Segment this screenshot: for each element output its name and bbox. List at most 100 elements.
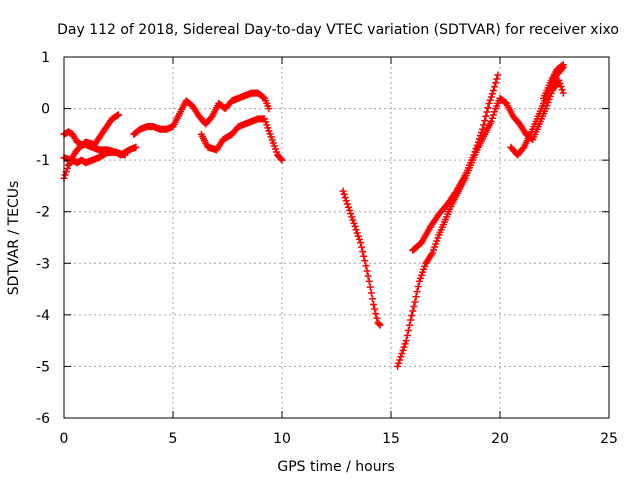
data-point (488, 90, 496, 98)
data-point (492, 79, 500, 87)
y-tick-label: -5 (36, 359, 50, 375)
grid (64, 57, 609, 418)
data-point (414, 282, 422, 290)
data-point (354, 232, 362, 240)
data-point (346, 206, 354, 214)
data-point (411, 298, 419, 306)
data-point (472, 145, 480, 153)
data-point (396, 356, 404, 364)
data-point (479, 125, 487, 133)
data-point (115, 111, 122, 119)
data-point (277, 155, 285, 163)
data-points (60, 61, 567, 370)
data-point (373, 314, 381, 322)
data-point (375, 320, 383, 328)
data-point (132, 143, 140, 151)
data-point (413, 288, 421, 296)
data-track (522, 76, 567, 144)
data-point (474, 138, 482, 146)
data-point (339, 187, 347, 195)
y-tick-label: -2 (36, 205, 50, 221)
data-point (366, 283, 374, 291)
data-point (353, 229, 361, 237)
data-track (540, 61, 567, 102)
data-point (481, 117, 489, 125)
data-point (484, 104, 492, 112)
y-tick-label: -3 (36, 256, 50, 272)
data-track (394, 94, 530, 370)
data-point (403, 331, 411, 339)
y-tick-label: -4 (36, 308, 50, 324)
data-point (473, 141, 481, 149)
data-point (265, 105, 273, 113)
data-point (494, 71, 502, 79)
y-axis-label: SDTVAR / TECUs (6, 181, 22, 296)
data-point (480, 121, 488, 129)
data-point (63, 165, 71, 173)
data-point (368, 295, 376, 303)
data-point (359, 248, 367, 256)
data-point (487, 93, 495, 101)
data-track (130, 89, 273, 138)
data-point (347, 210, 355, 218)
data-point (343, 200, 351, 208)
x-tick-label: 15 (382, 431, 400, 447)
data-point (559, 61, 567, 69)
data-track (339, 187, 384, 329)
data-point (399, 346, 407, 354)
data-point (362, 262, 370, 270)
data-point (407, 316, 415, 324)
chart-title: Day 112 of 2018, Sidereal Day-to-day VTE… (57, 22, 619, 38)
data-track (197, 115, 286, 164)
data-point (364, 272, 372, 280)
data-point (350, 219, 358, 227)
data-point (342, 197, 350, 205)
data-track (507, 63, 567, 159)
data-point (358, 243, 366, 251)
data-point (471, 148, 479, 156)
data-point (340, 190, 348, 198)
x-axis-label: GPS time / hours (277, 459, 394, 475)
data-point (470, 151, 478, 159)
data-point (397, 353, 405, 361)
x-tick-label: 0 (60, 431, 69, 447)
data-point (367, 289, 375, 297)
data-point (371, 305, 379, 313)
data-point (555, 76, 563, 84)
data-point (476, 132, 484, 140)
data-point (398, 350, 406, 358)
data-point (482, 112, 490, 120)
data-point (483, 108, 491, 116)
data-point (558, 62, 566, 70)
data-point (344, 203, 352, 211)
data-point (487, 117, 495, 125)
data-point (477, 128, 485, 136)
data-point (559, 89, 567, 97)
data-point (486, 96, 494, 104)
data-point (376, 321, 384, 329)
x-tick-label: 20 (491, 431, 509, 447)
y-tick-label: -1 (36, 153, 50, 169)
y-tick-label: 0 (41, 102, 50, 118)
data-point (402, 337, 410, 345)
data-point (360, 252, 368, 260)
data-point (278, 156, 286, 164)
data-point (61, 171, 69, 179)
data-point (372, 310, 380, 318)
data-point (558, 86, 566, 94)
y-tick-label: -6 (36, 411, 50, 427)
x-tick-label: 10 (273, 431, 291, 447)
x-tick-label: 25 (600, 431, 618, 447)
data-point (408, 312, 416, 320)
data-point (475, 135, 483, 143)
data-point (409, 307, 417, 315)
data-point (348, 213, 356, 221)
data-track (60, 128, 129, 159)
data-point (370, 301, 378, 309)
data-point (489, 87, 497, 95)
data-point (363, 267, 371, 275)
data-point (121, 151, 129, 159)
y-tick-label: 1 (41, 50, 50, 66)
data-point (351, 223, 359, 231)
